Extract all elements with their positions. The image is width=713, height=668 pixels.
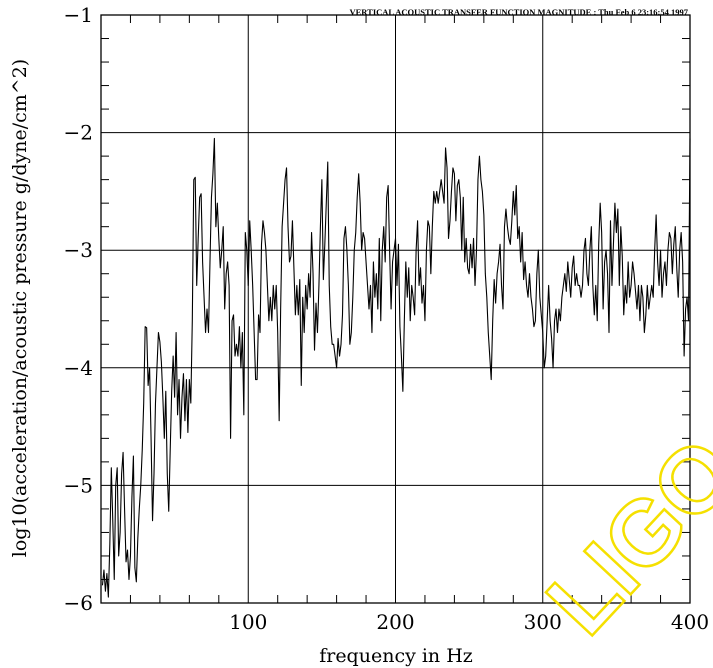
y-axis-title: log10(acceleration/acoustic pressure g/d… bbox=[9, 59, 31, 557]
y-tick-label: −5 bbox=[64, 473, 93, 497]
axis-ticks bbox=[101, 15, 690, 603]
y-tick-label: −6 bbox=[64, 591, 93, 615]
tick-labels: 100 200 300 400 −6 −5 −4 −3 −2 −1 bbox=[64, 3, 710, 634]
y-tick-label: −2 bbox=[64, 121, 93, 145]
x-tick-label: 400 bbox=[671, 610, 709, 634]
y-tick-label: −4 bbox=[64, 356, 93, 380]
y-tick-label: −3 bbox=[64, 238, 93, 262]
x-tick-label: 200 bbox=[376, 610, 414, 634]
plot-frame bbox=[100, 14, 691, 604]
series-line bbox=[101, 137, 691, 598]
y-tick-label: −1 bbox=[64, 3, 93, 27]
x-tick-label: 300 bbox=[524, 610, 562, 634]
x-axis-title: frequency in Hz bbox=[319, 645, 473, 667]
x-tick-label: 100 bbox=[229, 610, 267, 634]
chart-header: VERTICAL ACOUSTIC TRANSFER FUNCTION MAGN… bbox=[350, 7, 689, 17]
